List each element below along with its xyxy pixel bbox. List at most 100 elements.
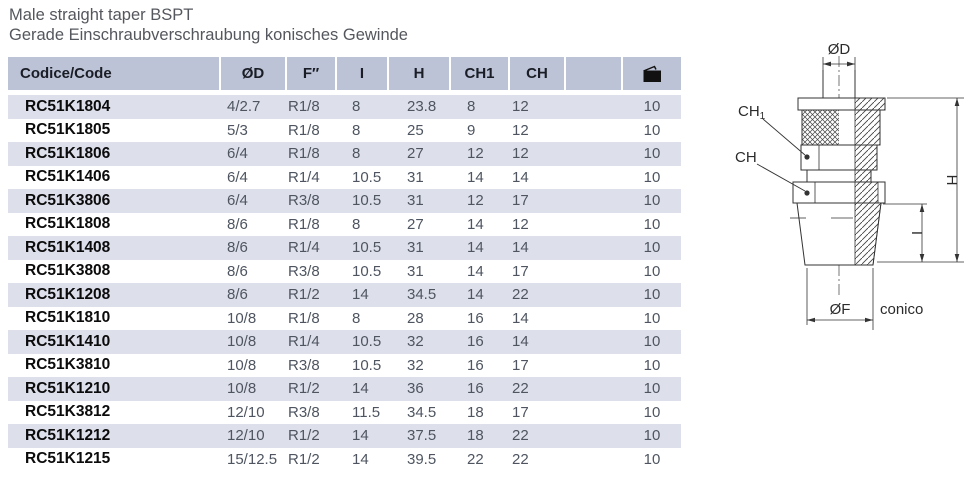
cell-h: 27 <box>407 145 424 163</box>
cell-code: RC51K1406 <box>25 168 111 186</box>
technical-drawing: ØD CH1 <box>700 12 977 337</box>
page-title: Male straight taper BSPT <box>9 6 194 24</box>
column-header-f: F″ <box>287 57 337 90</box>
dim-label-i: I <box>908 231 925 235</box>
page-subtitle: Gerade Einschraubverschraubung konisches… <box>9 26 408 44</box>
table-row: RC51K1408 8/6 R1/4 10.5 31 14 14 10 <box>8 236 681 260</box>
cell-od: 6/4 <box>227 168 248 186</box>
table-body: RC51K1804 4/2.7 R1/8 8 23.8 8 12 10 RC51… <box>8 95 681 471</box>
cell-h: 31 <box>407 168 424 186</box>
table-row: RC51K1406 6/4 R1/4 10.5 31 14 14 10 <box>8 166 681 190</box>
cell-h: 31 <box>407 262 424 280</box>
cell-ch1: 18 <box>467 427 484 445</box>
table-row: RC51K1215 15/12.5 R1/2 14 39.5 22 22 10 <box>8 448 681 472</box>
cell-ch1: 14 <box>467 239 484 257</box>
table-row: RC51K1210 10/8 R1/2 14 36 16 22 10 <box>8 377 681 401</box>
cell-h: 32 <box>407 333 424 351</box>
cell-od: 10/8 <box>227 309 257 327</box>
cell-ch1: 18 <box>467 403 484 421</box>
cell-od: 10/8 <box>227 333 257 351</box>
cell-package-qty: 10 <box>643 192 661 210</box>
cell-code: RC51K1215 <box>25 450 111 468</box>
cell-i: 10.5 <box>352 192 382 210</box>
cell-i: 8 <box>352 98 361 116</box>
table-row: RC51K3810 10/8 R3/8 10.5 32 16 17 10 <box>8 354 681 378</box>
cell-i: 10.5 <box>352 262 382 280</box>
cell-f: R1/4 <box>288 239 320 257</box>
cell-code: RC51K3806 <box>25 191 111 209</box>
cell-code: RC51K3808 <box>25 262 111 280</box>
cell-ch: 17 <box>512 403 529 421</box>
cell-code: RC51K1806 <box>25 144 111 162</box>
cell-code: RC51K3812 <box>25 403 111 421</box>
cell-ch1: 9 <box>467 121 476 139</box>
cell-f: R3/8 <box>288 403 320 421</box>
cell-i: 14 <box>352 450 369 468</box>
cell-f: R1/2 <box>288 427 320 445</box>
cell-h: 27 <box>407 215 424 233</box>
cell-h: 28 <box>407 309 424 327</box>
cell-ch: 12 <box>512 121 529 139</box>
cell-ch: 17 <box>512 262 529 280</box>
cell-i: 14 <box>352 380 369 398</box>
table-row: RC51K1810 10/8 R1/8 8 28 16 14 10 <box>8 307 681 331</box>
cell-f: R1/2 <box>288 286 320 304</box>
cell-ch: 22 <box>512 427 529 445</box>
cell-ch: 17 <box>512 356 529 374</box>
cell-ch: 22 <box>512 380 529 398</box>
cell-ch: 14 <box>512 168 529 186</box>
cell-f: R1/8 <box>288 309 320 327</box>
cell-i: 8 <box>352 309 361 327</box>
cell-ch1: 16 <box>467 380 484 398</box>
cell-package-qty: 10 <box>643 215 661 233</box>
dim-label-conico: conico <box>880 301 923 318</box>
cell-h: 39.5 <box>407 450 437 468</box>
cell-i: 10.5 <box>352 333 382 351</box>
cell-od: 10/8 <box>227 380 257 398</box>
knurled-nut <box>802 110 839 145</box>
table-row: RC51K1805 5/3 R1/8 8 25 9 12 10 <box>8 119 681 143</box>
cell-ch1: 14 <box>467 262 484 280</box>
cell-code: RC51K1410 <box>25 332 111 350</box>
cell-ch1: 16 <box>467 309 484 327</box>
cell-h: 25 <box>407 121 424 139</box>
cell-code: RC51K1212 <box>25 426 111 444</box>
cell-i: 10.5 <box>352 168 382 186</box>
cell-code: RC51K3810 <box>25 356 111 374</box>
table-row: RC51K1208 8/6 R1/2 14 34.5 14 22 10 <box>8 283 681 307</box>
dim-label-h: H <box>943 175 960 186</box>
dim-label-of: ØF <box>830 301 851 318</box>
cell-ch: 22 <box>512 286 529 304</box>
cell-package-qty: 10 <box>643 98 661 116</box>
column-header-od: ØD <box>221 57 287 90</box>
cell-od: 12/10 <box>227 403 265 421</box>
cell-od: 10/8 <box>227 356 257 374</box>
cell-package-qty: 10 <box>643 356 661 374</box>
cell-package-qty: 10 <box>643 262 661 280</box>
cell-code: RC51K1804 <box>25 97 111 115</box>
cell-h: 34.5 <box>407 286 437 304</box>
column-header-i: I <box>337 57 389 90</box>
cell-code: RC51K1805 <box>25 121 111 139</box>
cell-i: 8 <box>352 215 361 233</box>
cell-h: 34.5 <box>407 403 437 421</box>
table-row: RC51K3808 8/6 R3/8 10.5 31 14 17 10 <box>8 260 681 284</box>
cell-ch: 12 <box>512 98 529 116</box>
cell-i: 10.5 <box>352 356 382 374</box>
column-header-ch1: CH1 <box>451 57 510 90</box>
table-row: RC51K1808 8/6 R1/8 8 27 14 12 10 <box>8 213 681 237</box>
cell-package-qty: 10 <box>643 145 661 163</box>
dim-label-ch1: CH1 <box>738 103 766 122</box>
cell-ch: 12 <box>512 145 529 163</box>
cell-ch1: 16 <box>467 356 484 374</box>
cell-od: 15/12.5 <box>227 450 278 468</box>
cell-package-qty: 10 <box>643 450 661 468</box>
cell-f: R1/8 <box>288 145 320 163</box>
column-header-package <box>623 57 681 90</box>
cell-f: R3/8 <box>288 192 320 210</box>
column-header-code: Codice/Code <box>8 57 221 90</box>
cell-i: 10.5 <box>352 239 382 257</box>
cell-f: R1/8 <box>288 121 320 139</box>
cell-code: RC51K1810 <box>25 309 111 327</box>
fitting-section-diagram: ØD CH1 <box>735 41 964 330</box>
